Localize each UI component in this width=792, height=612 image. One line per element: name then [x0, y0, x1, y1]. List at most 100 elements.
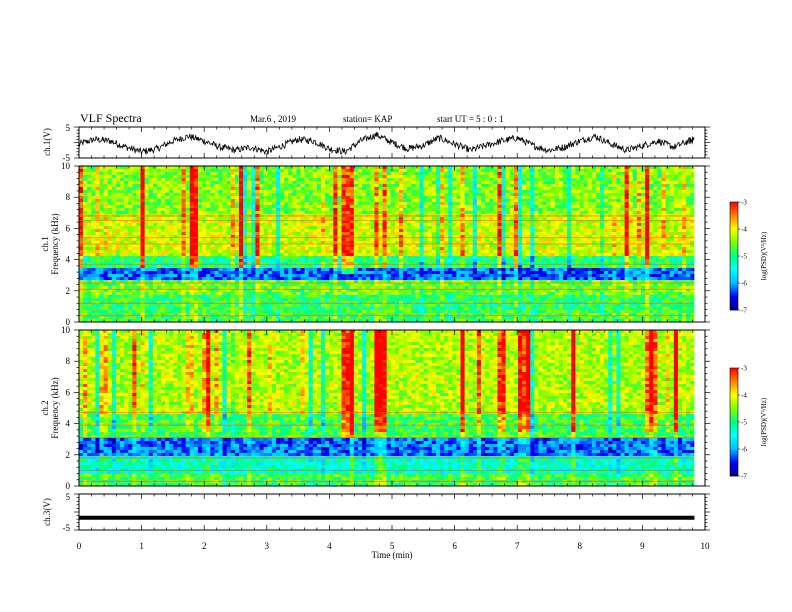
ch1-spec-pixel — [448, 244, 453, 248]
ch1-spec-pixel — [407, 205, 412, 209]
ch1-spec-pixel — [316, 175, 322, 179]
ch1-spec-pixel — [608, 250, 613, 254]
ch1-spec-pixel — [263, 178, 269, 182]
ch1-spec-pixel — [587, 232, 593, 236]
ch1-spec-pixel — [337, 232, 342, 236]
ch1-spec-pixel — [452, 235, 457, 239]
ch1-spec-pixel — [628, 226, 634, 230]
ch1-spec-pixel — [542, 190, 548, 194]
ch1-spec-pixel — [140, 235, 145, 239]
ch1-spec-pixel — [341, 205, 346, 209]
ch1-spec-pixel — [595, 190, 601, 194]
ch1-spec-pixel — [620, 166, 625, 170]
ch1-spec-pixel — [485, 196, 490, 200]
ch1-spec-pixel — [591, 178, 597, 182]
ch1-spec-pixel — [124, 223, 129, 227]
ch1-spec-pixel — [419, 253, 424, 257]
ch1-spec-pixel — [321, 208, 326, 212]
ch1-spec-pixel — [312, 259, 318, 263]
ch1-spec-pixel — [591, 232, 597, 236]
ch1-spec-pixel — [690, 247, 695, 251]
ch1-spec-pixel — [550, 259, 556, 263]
ch1-spec-pixel — [427, 229, 433, 233]
ch1-spec-pixel — [169, 262, 174, 266]
ch1-spec-pixel — [641, 244, 646, 248]
ch1-spec-pixel — [493, 172, 498, 176]
ch1-spec-pixel — [345, 238, 351, 242]
ch1-spec-pixel — [165, 208, 170, 212]
ch1-spec-pixel — [669, 238, 675, 242]
ch1-spec-pixel — [460, 232, 465, 236]
ch1-spec-pixel — [427, 235, 433, 239]
ch1-spec-pixel — [263, 262, 269, 266]
ch1-spec-pixel — [485, 229, 490, 233]
ch1-spec-pixel — [255, 205, 260, 209]
ch1-spec-pixel — [165, 259, 170, 263]
ch1-spec-pixel — [444, 169, 449, 173]
ch1-spec-pixel — [152, 226, 158, 230]
ch1-spec-pixel — [206, 223, 211, 227]
ch1-spec-pixel — [357, 172, 363, 176]
ch1-spec-pixel — [366, 175, 371, 179]
ch1-spec-pixel — [415, 238, 420, 242]
ch1-spec-pixel — [202, 172, 207, 176]
ch1-spec-pixel — [230, 241, 236, 245]
ch1-spec-pixel — [526, 205, 531, 209]
ch1-spec-pixel — [489, 166, 494, 170]
ch1-spec-pixel — [115, 238, 121, 242]
ch1-spec-pixel — [472, 220, 478, 224]
ch1-spec-pixel — [407, 256, 412, 260]
ch1-spec-pixel — [415, 169, 420, 173]
ch1-spec-pixel — [382, 181, 388, 185]
ch1-spec-pixel — [312, 217, 318, 221]
ch1-spec-pixel — [579, 199, 584, 203]
ch1-spec-pixel — [148, 241, 154, 245]
ch1-spec-pixel — [485, 199, 490, 203]
ch1-spec-pixel — [337, 166, 342, 170]
ch1-spec-pixel — [600, 220, 605, 224]
ch1-spec-pixel — [115, 178, 121, 182]
ch1-spec-pixel — [493, 184, 498, 188]
ch1-spec-pixel — [554, 256, 560, 260]
ch1-spec-pixel — [259, 190, 264, 194]
ch1-spec-pixel — [349, 241, 355, 245]
ch1-spec-pixel — [263, 250, 269, 254]
ch1-spec-pixel — [386, 184, 392, 188]
ch1-spec-pixel — [115, 196, 121, 200]
ch1-spec-pixel — [316, 238, 322, 242]
ch1-spec-pixel — [362, 217, 367, 221]
ch1-spec-pixel — [464, 202, 470, 206]
ch1-spec-pixel — [665, 229, 671, 233]
ch1-spec-pixel — [682, 193, 687, 197]
ch1-spec-pixel — [440, 241, 445, 245]
ch1-spec-pixel — [280, 190, 285, 194]
ch1-spec-pixel — [378, 229, 383, 233]
ch1-spec-pixel — [501, 166, 506, 170]
ch1-spec-pixel — [632, 208, 638, 212]
ch1-spec-pixel — [132, 244, 137, 248]
ch1-spec-pixel — [534, 181, 539, 185]
ch1-spec-pixel — [403, 223, 408, 227]
ch1-spec-pixel — [357, 250, 363, 254]
ch1-spec-pixel — [587, 208, 593, 212]
ch1-spec-pixel — [431, 247, 437, 251]
ch1-spec-pixel — [546, 241, 552, 245]
ch1-spec-pixel — [243, 217, 248, 221]
ch1-spec-pixel — [649, 259, 654, 263]
ch1-spec-pixel — [83, 217, 88, 221]
ch1-spec-pixel — [530, 178, 535, 182]
ch1-spec-pixel — [649, 253, 654, 257]
ch1-spec-pixel — [550, 223, 556, 227]
ch1-spec-pixel — [554, 226, 560, 230]
ch1-spec-pixel — [325, 175, 330, 179]
ch1-spec-pixel — [374, 187, 379, 191]
ch1-spec-pixel — [218, 232, 223, 236]
ch1-spec-pixel — [542, 202, 548, 206]
ch1-spec-pixel — [558, 172, 564, 176]
ch1-spec-pixel — [534, 226, 539, 230]
ch1-spec-pixel — [600, 250, 605, 254]
ch1-spec-pixel — [669, 223, 675, 227]
ch1-spec-pixel — [259, 223, 264, 227]
ch1-spec-pixel — [214, 175, 219, 179]
ch1-spec-pixel — [554, 232, 560, 236]
